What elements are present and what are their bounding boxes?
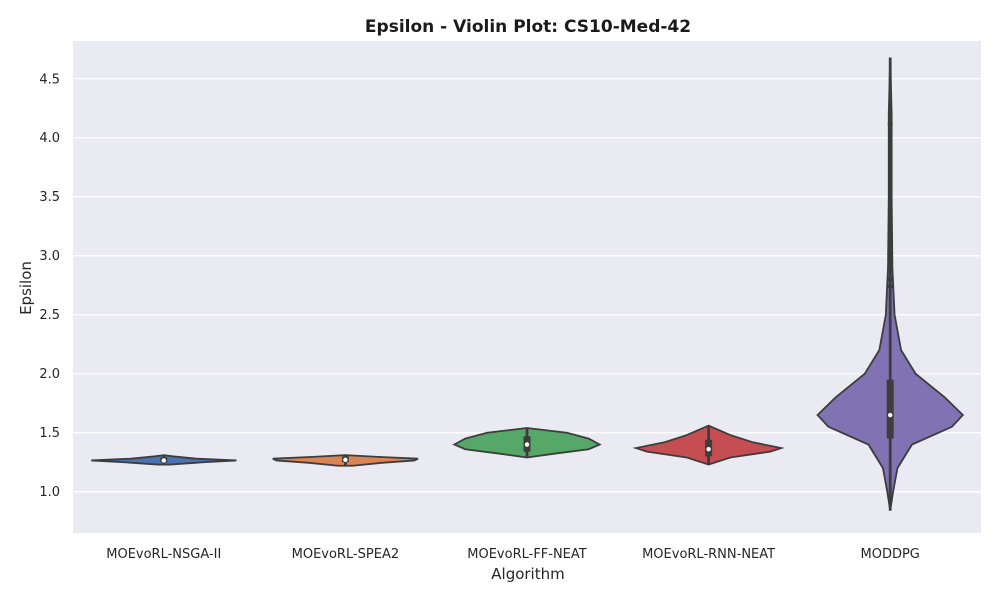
y-tick-label: 2.0 [39, 367, 60, 382]
y-axis-label: Epsilon [17, 261, 35, 315]
x-tick-label: MOEvoRL-RNN-NEAT [642, 547, 775, 562]
outlier-point [887, 283, 893, 290]
violin-median [706, 447, 711, 452]
violin-median [161, 458, 166, 463]
x-tick-label: MOEvoRL-NSGA-II [106, 547, 221, 562]
y-axis-ticks: 1.0 1.5 2.0 2.5 3.0 3.5 4.0 4.5 [39, 72, 60, 500]
y-tick-label: 2.5 [39, 308, 60, 323]
y-tick-label: 4.5 [39, 72, 60, 87]
outlier-point [887, 276, 893, 282]
y-tick-label: 4.0 [39, 131, 60, 146]
violin-median [524, 442, 530, 447]
violin-moevorl-spea2 [272, 454, 419, 467]
outlier-point [887, 120, 893, 127]
x-tick-label: MOEvoRL-SPEA2 [292, 547, 400, 562]
x-tick-label: MOEvoRL-FF-NEAT [467, 547, 587, 562]
y-tick-label: 3.0 [39, 249, 60, 264]
violin-moddpg [816, 57, 965, 511]
y-tick-label: 1.5 [39, 426, 60, 441]
violin-moevorl-nsga-ii [91, 454, 237, 466]
chart-title: Epsilon - Violin Plot: CS10-Med-42 [365, 17, 691, 37]
violin-moevorl-ff-neat [452, 427, 602, 459]
violin-median [343, 457, 348, 463]
violins [91, 57, 965, 511]
violin-median [888, 412, 893, 418]
y-tick-label: 1.0 [39, 485, 60, 500]
x-tick-label: MODDPG [861, 547, 920, 562]
x-axis-ticks: MOEvoRL-NSGA-II MOEvoRL-SPEA2 MOEvoRL-FF-N… [106, 547, 920, 562]
y-tick-label: 3.5 [39, 190, 60, 205]
violin-moevorl-rnn-neat [632, 424, 785, 466]
x-axis-label: Algorithm [491, 565, 564, 583]
